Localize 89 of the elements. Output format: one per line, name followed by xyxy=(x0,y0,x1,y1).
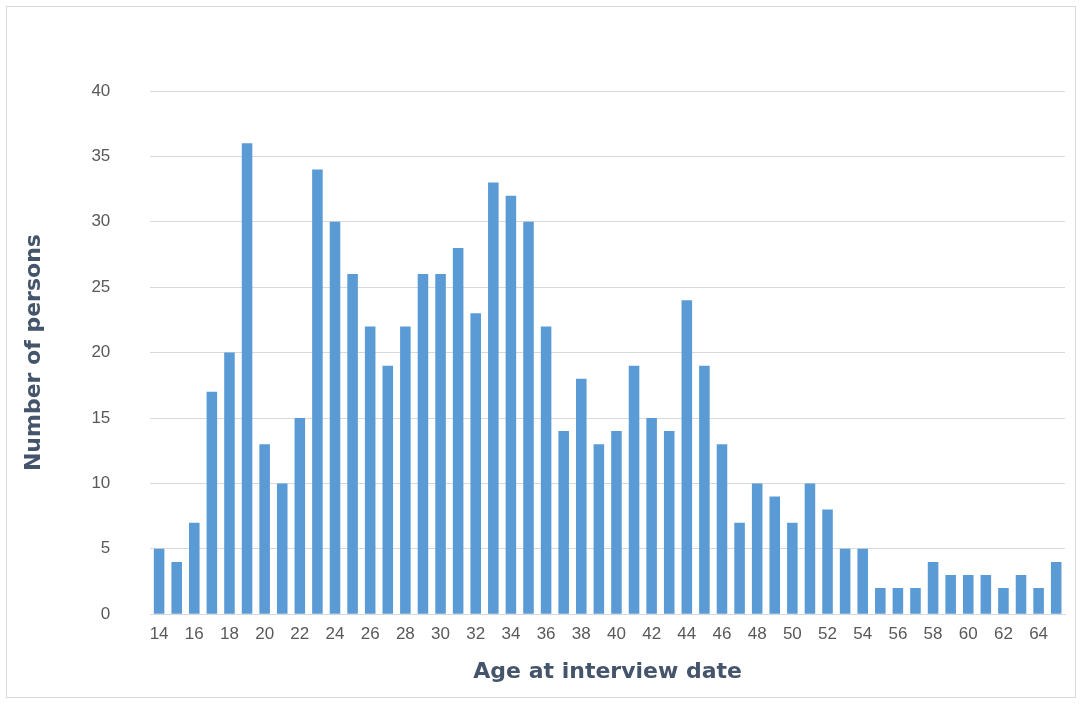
x-tick-label: 46 xyxy=(712,624,732,644)
bar xyxy=(822,509,833,614)
y-tick-label: 25 xyxy=(91,276,111,296)
bar xyxy=(523,221,534,614)
bar xyxy=(470,313,482,614)
x-tick-label: 22 xyxy=(290,624,310,644)
y-axis-title: Number of persons xyxy=(19,234,45,472)
bar xyxy=(962,574,974,614)
y-tick-label: 40 xyxy=(91,80,111,100)
bar xyxy=(382,365,394,614)
bar xyxy=(435,274,446,614)
bar xyxy=(980,574,992,614)
bar xyxy=(663,431,675,614)
bar xyxy=(153,548,165,614)
bar xyxy=(1050,561,1062,614)
bar xyxy=(611,431,622,614)
x-tick-label: 60 xyxy=(958,624,978,644)
bar xyxy=(804,483,816,614)
bar xyxy=(875,588,886,614)
x-tick-label: 54 xyxy=(853,624,873,644)
bar xyxy=(417,274,429,614)
x-tick-label: 18 xyxy=(220,624,239,644)
bar xyxy=(259,444,270,614)
bar xyxy=(312,169,323,614)
bar xyxy=(505,195,517,614)
bar xyxy=(593,444,605,614)
bar xyxy=(681,300,693,614)
x-tick-label: 20 xyxy=(255,624,275,644)
x-tick-label: 52 xyxy=(818,624,837,644)
x-tick-label: 24 xyxy=(325,624,345,644)
bar xyxy=(892,588,904,614)
bar xyxy=(224,352,235,614)
bar xyxy=(540,326,552,614)
x-tick-label: 32 xyxy=(466,624,486,644)
bar xyxy=(628,365,640,614)
bar xyxy=(998,588,1009,614)
x-tick-label: 26 xyxy=(360,624,380,644)
bar xyxy=(646,418,657,614)
bar xyxy=(857,548,868,614)
x-tick-label: 48 xyxy=(747,624,767,644)
bar xyxy=(452,247,464,614)
x-tick-label: 44 xyxy=(677,624,697,644)
x-tick-label: 40 xyxy=(606,624,626,644)
bar xyxy=(575,378,587,614)
x-tick-label: 42 xyxy=(642,624,662,644)
bar xyxy=(734,522,745,614)
y-tick-label: 30 xyxy=(91,211,111,231)
bar xyxy=(400,326,411,614)
x-tick-label: 34 xyxy=(501,624,521,644)
x-tick-label: 58 xyxy=(923,624,943,644)
bar xyxy=(276,483,288,614)
bar xyxy=(347,274,358,614)
bar xyxy=(206,391,218,614)
bar xyxy=(910,588,921,614)
x-tick-label: 28 xyxy=(395,624,415,644)
y-tick-label: 0 xyxy=(100,603,111,623)
bar xyxy=(945,574,956,614)
x-tick-label: 62 xyxy=(993,624,1013,644)
x-tick-label: 50 xyxy=(782,624,802,644)
y-tick-label: 15 xyxy=(91,407,111,427)
x-tick-label: 64 xyxy=(1029,624,1049,644)
x-tick-label: 38 xyxy=(571,624,591,644)
x-axis-title: Age at interview date xyxy=(473,657,742,683)
bar xyxy=(241,143,253,614)
bar xyxy=(329,221,341,614)
y-tick-label: 35 xyxy=(91,146,111,166)
bar xyxy=(1015,574,1027,614)
bar xyxy=(1033,588,1044,614)
x-tick-label: 36 xyxy=(536,624,556,644)
x-tick-label: 30 xyxy=(431,624,451,644)
bar xyxy=(294,418,306,614)
bar xyxy=(558,431,569,614)
x-tick-label: 14 xyxy=(149,624,169,644)
y-tick-label: 10 xyxy=(91,473,111,493)
bar xyxy=(171,561,182,614)
bar xyxy=(699,365,710,614)
bar xyxy=(488,182,499,614)
bar xyxy=(189,522,200,614)
bar xyxy=(716,444,728,614)
x-tick-label: 56 xyxy=(888,624,908,644)
bar xyxy=(839,548,851,614)
bar xyxy=(927,561,939,614)
bar xyxy=(787,522,798,614)
bar xyxy=(364,326,376,614)
y-tick-label: 20 xyxy=(91,342,111,362)
y-tick-label: 5 xyxy=(100,538,111,558)
x-tick-label: 16 xyxy=(184,624,204,644)
bar xyxy=(769,496,781,614)
bar xyxy=(751,483,763,614)
